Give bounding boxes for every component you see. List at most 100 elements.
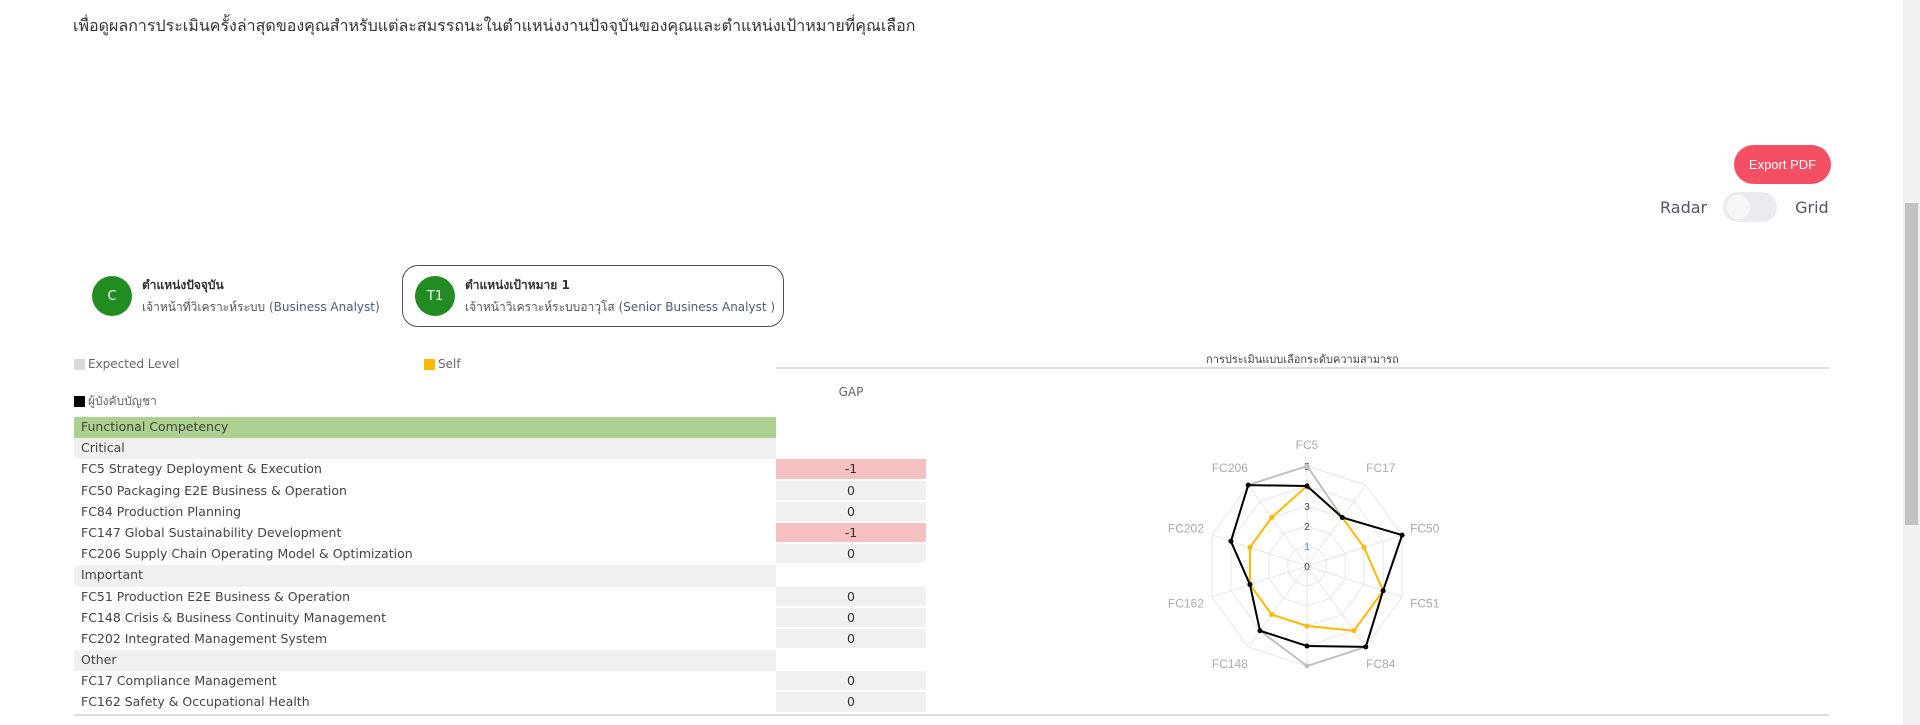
legend-self: Self [424, 357, 461, 371]
data-point [1339, 514, 1345, 520]
data-point [1380, 588, 1386, 594]
competency-name: FC206 Supply Chain Operating Model & Opt… [81, 546, 413, 562]
gap-value: 0 [776, 607, 926, 627]
legend-label: ผู้บังคับบัญชา [88, 394, 157, 408]
table-row: FC5 Strategy Deployment & Execution -1 [74, 459, 926, 480]
position-name-th: เจ้าหน้าวิเคราะห์ระบบอาวุโส [465, 299, 615, 314]
competency-name: FC50 Packaging E2E Business & Operation [81, 482, 347, 498]
data-point [1269, 514, 1275, 520]
gap-value: 0 [776, 501, 926, 521]
toggle-knob [1726, 195, 1751, 219]
gap-value: -1 [776, 522, 926, 543]
legend-swatch [74, 396, 85, 407]
grid-spoke [1306, 565, 1367, 648]
position-name-th: เจ้าหน้าที่วิเคราะห์ระบบ [142, 299, 266, 314]
radar-chart: FC5FC17FC50FC51FC84FC147FC148FC162FC202F… [1168, 438, 1440, 671]
grid-label: Grid [1795, 197, 1829, 217]
axis-label: FC84 [1366, 657, 1396, 671]
gap-value: 0 [776, 692, 926, 712]
grid-spoke [1247, 484, 1308, 567]
gap-header: GAP [838, 385, 864, 399]
axis-label: FC206 [1212, 461, 1248, 475]
axis-label: FC148 [1212, 657, 1248, 671]
gap-value: 0 [776, 671, 926, 691]
grid-spoke [1211, 534, 1308, 567]
table-row: FC17 Compliance Management 0 [74, 671, 926, 692]
tick-label: 2 [1304, 522, 1310, 533]
table-row: FC50 Packaging E2E Business & Operation 0 [74, 480, 926, 502]
data-point [1228, 538, 1234, 544]
data-point [1304, 463, 1310, 469]
table-row: FC162 Safety & Occupational Health 0 [74, 692, 926, 713]
table-row: FC148 Crisis & Business Continuity Manag… [74, 607, 926, 629]
scrollbar-thumb[interactable] [1905, 203, 1918, 525]
competency-name: FC202 Integrated Management System [81, 630, 328, 646]
data-point [1399, 532, 1405, 538]
view-toggle-row: Radar Grid [1660, 192, 1829, 222]
table-row: FC51 Production E2E Business & Operation… [74, 586, 926, 608]
competency-name: FC148 Crisis & Business Continuity Manag… [81, 609, 386, 625]
position-badge: C [92, 276, 132, 316]
scrollbar[interactable] [1903, 0, 1920, 725]
axis-label: FC5 [1296, 438, 1319, 452]
data-point [1304, 623, 1310, 629]
axis-label: FC202 [1168, 522, 1204, 536]
data-point [1245, 482, 1251, 488]
competency-name: FC162 Safety & Occupational Health [81, 694, 310, 710]
gap-value: 0 [776, 480, 926, 500]
gap-value: 0 [776, 586, 926, 606]
grid-spoke [1306, 484, 1367, 567]
legend-swatch [74, 358, 85, 370]
chart-title: การประเมินแบบเลือกระดับความสามารถ [1206, 353, 1399, 366]
competency-name: FC84 Production Planning [81, 503, 242, 519]
legend-label: Expected Level [88, 357, 180, 371]
gap-value [776, 417, 926, 436]
gap-value [776, 565, 926, 584]
competency-name: FC51 Production E2E Business & Operation [81, 588, 351, 604]
grid-spoke [1247, 565, 1308, 648]
data-point [1304, 663, 1310, 669]
page-description: เพื่อดูผลการประเมินครั้งล่าสุดของคุณสำหร… [73, 16, 916, 35]
axis-label: FC51 [1410, 596, 1440, 610]
competency-name: Other [74, 650, 776, 672]
data-point [1304, 483, 1310, 489]
group-header: Critical [74, 438, 926, 460]
data-point [1363, 644, 1369, 650]
competency-name: FC5 Strategy Deployment & Execution [81, 461, 322, 477]
target-position-card[interactable]: T1 ตำแหน่งเป้าหมาย 1 เจ้าหน้าวิเคราะห์ระ… [402, 265, 784, 327]
data-point [1247, 544, 1253, 550]
table-row: FC206 Supply Chain Operating Model & Opt… [74, 544, 926, 565]
legend-manager: ผู้บังคับบัญชา [74, 392, 157, 411]
data-point [1247, 582, 1253, 588]
gap-value [776, 438, 926, 457]
gap-value: -1 [776, 459, 926, 479]
current-position-card[interactable]: C ตำแหน่งปัจจุบัน เจ้าหน้าที่วิเคราะห์ระ… [80, 265, 380, 327]
position-badge: T1 [415, 276, 455, 316]
series-line-1 [1248, 484, 1385, 632]
divider [74, 714, 1829, 716]
legend-expected: Expected Level [74, 357, 179, 371]
position-name-en: (Business Analyst) [269, 299, 380, 314]
tick-label: 0 [1304, 562, 1310, 573]
export-pdf-button[interactable]: Export PDF [1734, 145, 1831, 184]
grid-spoke [1211, 565, 1308, 598]
competency-name: Functional Competency [74, 417, 776, 439]
legend-label: Self [438, 357, 461, 371]
tick-label: 3 [1304, 502, 1310, 513]
position-name-en: (Senior Business Analyst ) [618, 299, 776, 314]
legend-swatch [424, 358, 435, 370]
data-point [1351, 628, 1357, 634]
position-title: ตำแหน่งเป้าหมาย 1 [465, 277, 570, 292]
competency-name: FC17 Compliance Management [81, 673, 277, 689]
competency-name: Critical [74, 438, 776, 460]
radar-grid-toggle[interactable] [1723, 192, 1778, 222]
table-row: FC147 Global Sustainability Development -… [74, 522, 926, 544]
competency-table: Functional Competency Critical FC5 Strateg… [74, 417, 926, 714]
data-point [1269, 612, 1275, 618]
table-row: FC202 Integrated Management System 0 [74, 628, 926, 650]
axis-label: FC17 [1366, 461, 1396, 475]
divider [776, 367, 1829, 369]
tick-label: 1 [1304, 542, 1310, 553]
data-point [1257, 628, 1263, 634]
data-point [1304, 643, 1310, 649]
